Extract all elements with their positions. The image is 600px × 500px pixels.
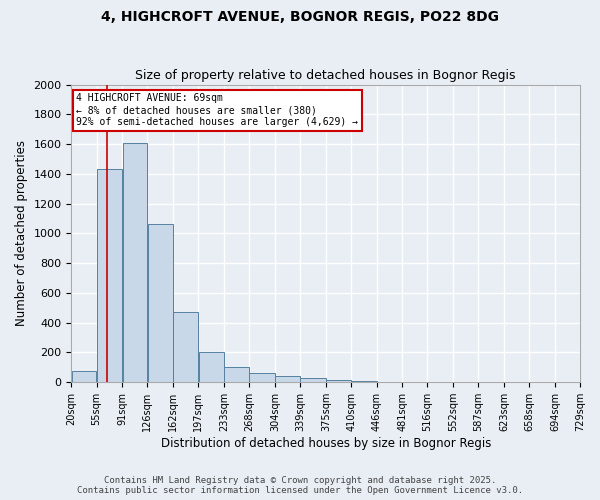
Text: Contains HM Land Registry data © Crown copyright and database right 2025.
Contai: Contains HM Land Registry data © Crown c… — [77, 476, 523, 495]
X-axis label: Distribution of detached houses by size in Bognor Regis: Distribution of detached houses by size … — [161, 437, 491, 450]
Text: 4, HIGHCROFT AVENUE, BOGNOR REGIS, PO22 8DG: 4, HIGHCROFT AVENUE, BOGNOR REGIS, PO22 … — [101, 10, 499, 24]
Bar — [173, 312, 198, 382]
Bar — [199, 352, 224, 382]
Bar — [301, 378, 326, 382]
Text: 4 HIGHCROFT AVENUE: 69sqm
← 8% of detached houses are smaller (380)
92% of semi-: 4 HIGHCROFT AVENUE: 69sqm ← 8% of detach… — [76, 94, 358, 126]
Bar — [275, 376, 300, 382]
Bar — [97, 170, 122, 382]
Bar — [71, 371, 97, 382]
Bar — [148, 224, 173, 382]
Bar — [352, 381, 377, 382]
Y-axis label: Number of detached properties: Number of detached properties — [15, 140, 28, 326]
Title: Size of property relative to detached houses in Bognor Regis: Size of property relative to detached ho… — [136, 69, 516, 82]
Bar — [326, 380, 351, 382]
Bar — [122, 142, 147, 382]
Bar — [250, 374, 275, 382]
Bar — [224, 368, 249, 382]
